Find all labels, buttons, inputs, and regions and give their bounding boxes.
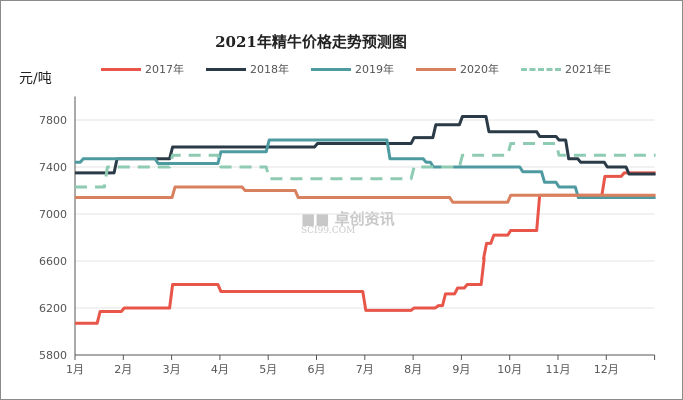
- series-line-2019年: [75, 138, 656, 200]
- legend-label: 2020年: [460, 63, 499, 76]
- legend-item: 2019年: [311, 61, 394, 77]
- legend-swatch: [521, 67, 561, 71]
- y-axis-label: 元/吨: [19, 71, 52, 87]
- legend-label: 2017年: [145, 63, 184, 76]
- x-tick-label: 11月: [546, 363, 571, 376]
- watermark-logo: ■■ 卓创资讯 SCI99.COM: [301, 210, 395, 237]
- legend-item: 2020年: [416, 61, 499, 77]
- x-tick-label: 5月: [259, 363, 277, 376]
- x-tick-label: 2月: [114, 363, 132, 376]
- x-tick-label: 9月: [452, 363, 470, 376]
- x-tick-label: 6月: [308, 363, 326, 376]
- legend-label: 2021年E: [565, 63, 611, 76]
- legend-label: 2018年: [250, 63, 289, 76]
- legend-swatch: [206, 67, 246, 71]
- series-line-2020年: [75, 185, 656, 204]
- x-tick-label: 10月: [497, 363, 522, 376]
- y-tick-label: 6600: [39, 255, 67, 268]
- legend-item: 2017年: [101, 61, 184, 77]
- x-tick-label: 1月: [66, 363, 84, 376]
- legend-item: 2018年: [206, 61, 289, 77]
- series-line-2021年E: [75, 142, 656, 189]
- legend-swatch: [416, 67, 456, 71]
- legend-item: 2021年E: [521, 61, 611, 77]
- x-tick-label: 4月: [211, 363, 229, 376]
- x-tick-label: 3月: [163, 363, 181, 376]
- y-tick-label: 7000: [39, 208, 67, 221]
- legend: 2017年 2018年 2019年 2020年 2021年E: [101, 61, 611, 77]
- legend-label: 2019年: [355, 63, 394, 76]
- x-tick-label: 12月: [594, 363, 619, 376]
- chart-title: 2021年精牛价格走势预测图: [215, 33, 407, 51]
- series-line-2018年: [75, 114, 656, 176]
- x-tick-label: 7月: [356, 363, 374, 376]
- y-tick-label: 7800: [39, 114, 67, 127]
- legend-swatch: [101, 67, 141, 71]
- legend-swatch: [311, 67, 351, 71]
- y-tick-label: 7400: [39, 161, 67, 174]
- y-tick-label: 6200: [39, 302, 67, 315]
- y-tick-label: 5800: [39, 349, 67, 362]
- x-tick-label: 8月: [404, 363, 422, 376]
